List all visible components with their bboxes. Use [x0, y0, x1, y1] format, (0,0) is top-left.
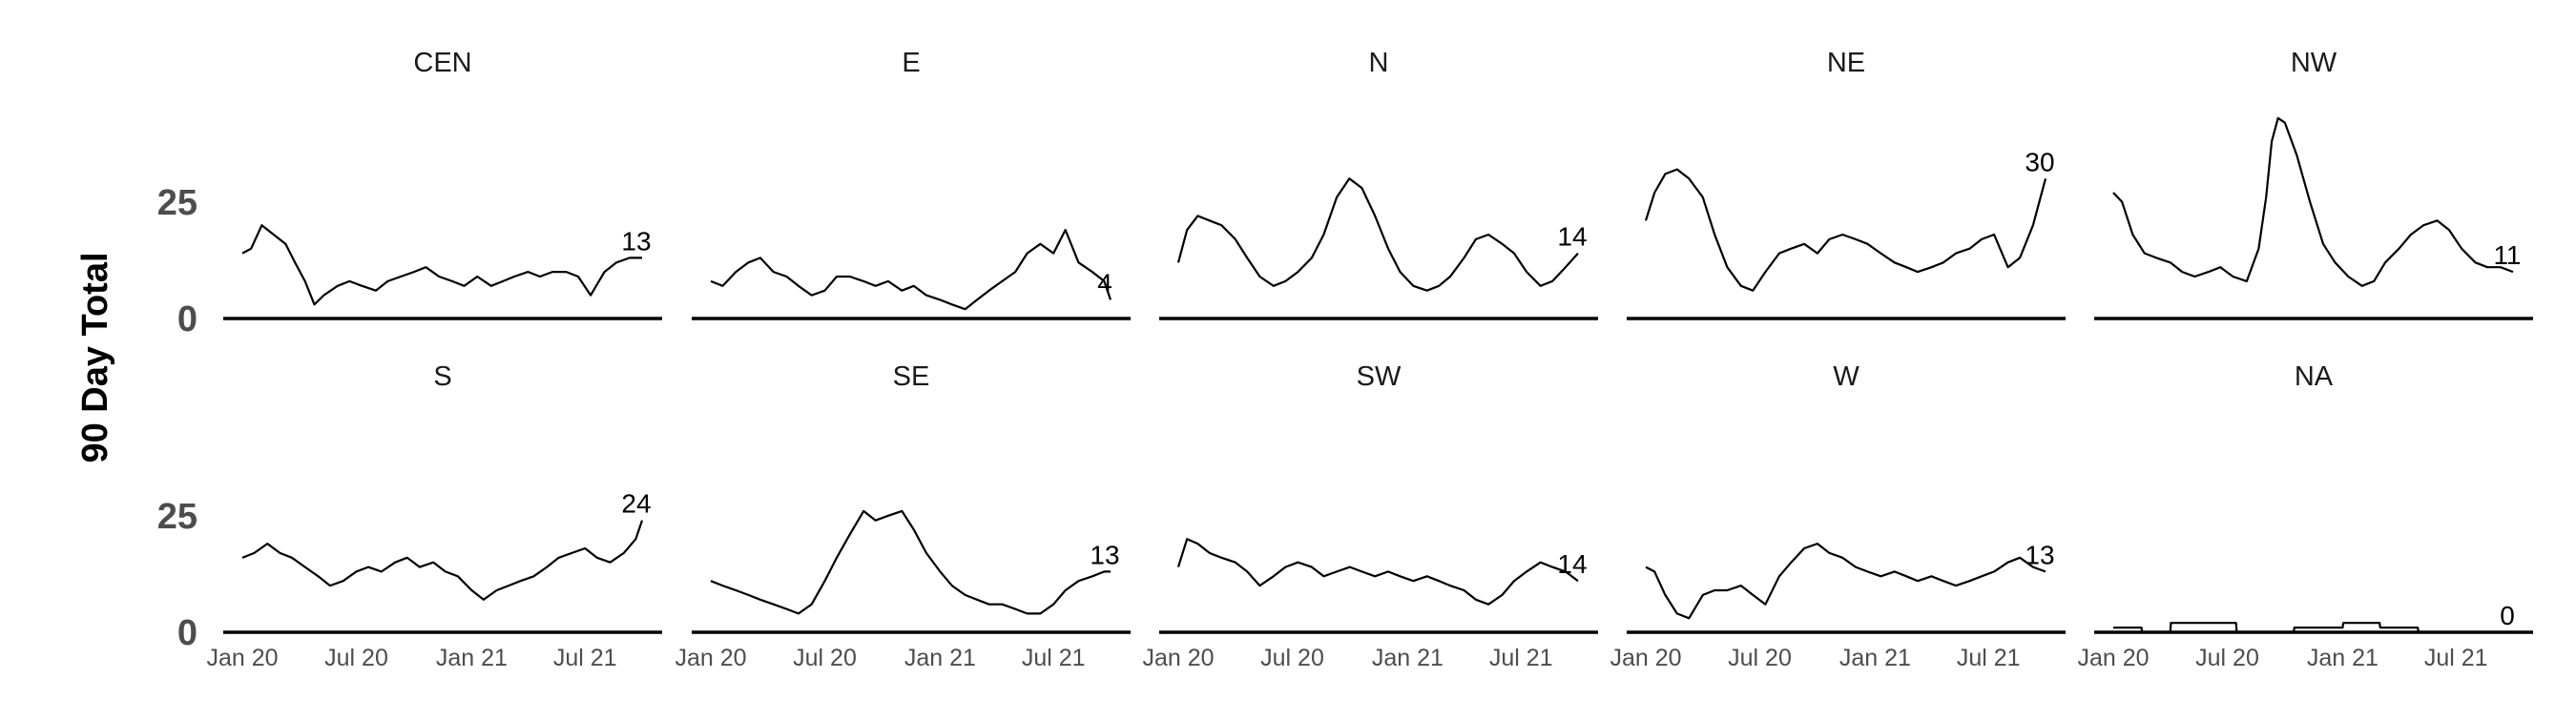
x-tick-label-se-3: Jul 21	[1022, 645, 1086, 671]
y-tick-label-row1-25: 25	[157, 183, 197, 223]
x-tick-label-na-2: Jan 21	[2307, 645, 2379, 671]
x-tick-label-na-3: Jul 21	[2424, 645, 2488, 671]
panel-title-nw: NW	[2291, 48, 2337, 78]
x-tick-label-w-0: Jan 20	[1610, 645, 1681, 671]
end-label-nw: 11	[2493, 240, 2521, 270]
panel-ne: NE 30	[1627, 48, 2066, 320]
y-tick-label-row2-25: 25	[157, 497, 197, 537]
x-tick-label-sw-1: Jul 20	[1260, 645, 1324, 671]
x-tick-label-se-2: Jan 21	[904, 645, 976, 671]
end-label-sw: 14	[1557, 549, 1587, 579]
series-line-se	[710, 509, 1111, 615]
x-tick-label-s-0: Jan 20	[206, 645, 278, 671]
x-tick-label-w-1: Jul 20	[1728, 645, 1792, 671]
y-axis-title: 90 Day Total	[75, 252, 115, 463]
panel-title-cen: CEN	[413, 48, 471, 78]
panel-s: S 24 Jan 20 Jul 20 Jan 21 Jul 21	[206, 361, 662, 671]
series-line-ne	[1644, 168, 2047, 292]
panel-title-n: N	[1369, 48, 1389, 78]
series-line-nw	[2112, 116, 2514, 287]
x-tick-label-s-1: Jul 20	[324, 645, 388, 671]
end-label-n: 14	[1557, 222, 1587, 252]
panel-n: N 14	[1159, 48, 1598, 320]
panel-e: E4	[692, 48, 1131, 320]
y-tick-label-row1-0: 0	[177, 299, 197, 339]
x-tick-label-sw-3: Jul 21	[1489, 645, 1553, 671]
series-line-e	[710, 229, 1112, 311]
x-tick-label-w-2: Jan 21	[1839, 645, 1911, 671]
panel-na: NA 0 Jan 20 Jul 20 Jan 21 Jul 21	[2077, 361, 2533, 671]
x-tick-label-na-1: Jul 20	[2195, 645, 2259, 671]
series-line-w	[1645, 543, 2046, 620]
x-tick-label-na-0: Jan 20	[2077, 645, 2149, 671]
x-tick-label-s-2: Jan 21	[436, 645, 508, 671]
series-line-cen	[241, 224, 642, 306]
end-label-se: 13	[1090, 540, 1119, 569]
panel-title-e: E	[902, 48, 920, 78]
end-label-na: 0	[2500, 601, 2515, 630]
y-tick-label-row2-0: 0	[177, 613, 197, 653]
end-label-cen: 13	[621, 226, 651, 256]
x-tick-label-se-1: Jul 20	[793, 645, 857, 671]
panel-title-w: W	[1833, 361, 1859, 392]
panel-nw: NW 11	[2094, 48, 2533, 320]
end-label-ne: 30	[2025, 147, 2054, 176]
series-line-sw	[1176, 538, 1579, 606]
panel-title-se: SE	[893, 361, 930, 392]
panel-title-ne: NE	[1827, 48, 1865, 78]
panel-title-sw: SW	[1357, 361, 1402, 392]
x-tick-label-w-3: Jul 21	[1957, 645, 2021, 671]
x-tick-label-se-0: Jan 20	[675, 645, 746, 671]
end-label-s: 24	[621, 489, 651, 519]
panel-sw: SW 14 Jan 20 Jul 20 Jan 21 Jul 21	[1142, 361, 1598, 671]
series-line-n	[1176, 177, 1579, 292]
panel-title-s: S	[433, 361, 451, 392]
end-label-w: 13	[2025, 540, 2054, 569]
panel-w: W 13 Jan 20 Jul 20 Jan 21 Jul 21	[1610, 361, 2066, 671]
x-tick-label-s-3: Jul 21	[553, 645, 617, 671]
panel-title-na: NA	[2295, 361, 2334, 392]
end-label-e: 4	[1097, 268, 1112, 298]
panel-se: SE 13 Jan 20 Jul 20 Jan 21 Jul 21	[675, 361, 1131, 671]
x-tick-label-sw-2: Jan 21	[1372, 645, 1444, 671]
series-line-s	[241, 520, 644, 601]
panel-cen: CEN 13	[223, 48, 662, 320]
x-tick-label-sw-0: Jan 20	[1142, 645, 1214, 671]
